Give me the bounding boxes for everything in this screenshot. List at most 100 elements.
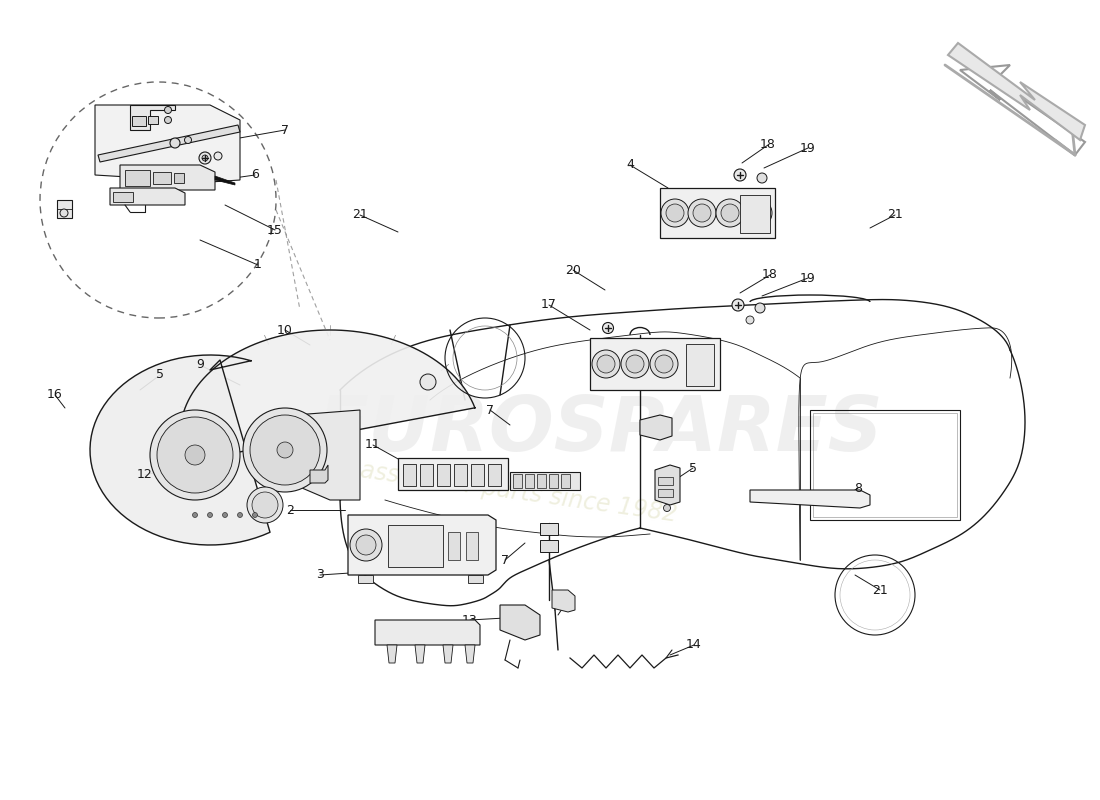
Circle shape bbox=[150, 410, 240, 500]
Circle shape bbox=[757, 173, 767, 183]
Text: 5: 5 bbox=[689, 462, 697, 474]
Circle shape bbox=[250, 415, 320, 485]
Text: 19: 19 bbox=[800, 271, 816, 285]
Polygon shape bbox=[98, 125, 240, 162]
Circle shape bbox=[693, 204, 711, 222]
Polygon shape bbox=[110, 188, 185, 205]
Bar bbox=[153, 172, 170, 184]
Bar bbox=[740, 195, 770, 233]
Bar bbox=[488, 464, 501, 486]
Circle shape bbox=[243, 408, 327, 492]
Polygon shape bbox=[180, 330, 475, 462]
Circle shape bbox=[716, 199, 744, 227]
Text: 5: 5 bbox=[564, 594, 572, 606]
Circle shape bbox=[60, 209, 68, 217]
Polygon shape bbox=[57, 200, 72, 218]
Text: 21: 21 bbox=[872, 583, 888, 597]
Bar bbox=[540, 523, 558, 535]
Bar bbox=[510, 472, 580, 490]
Circle shape bbox=[755, 303, 764, 313]
Text: 18: 18 bbox=[762, 269, 778, 282]
Polygon shape bbox=[90, 355, 270, 545]
Polygon shape bbox=[640, 415, 672, 440]
Circle shape bbox=[666, 204, 684, 222]
Text: 4: 4 bbox=[626, 158, 634, 171]
Bar bbox=[513, 474, 522, 488]
Bar bbox=[658, 489, 673, 497]
Circle shape bbox=[661, 199, 689, 227]
Circle shape bbox=[214, 152, 222, 160]
Text: 21: 21 bbox=[352, 209, 367, 222]
Circle shape bbox=[208, 513, 212, 518]
Circle shape bbox=[749, 204, 767, 222]
Bar bbox=[420, 464, 433, 486]
Bar bbox=[403, 464, 416, 486]
Text: 2: 2 bbox=[286, 503, 294, 517]
Circle shape bbox=[621, 350, 649, 378]
Polygon shape bbox=[214, 176, 235, 185]
Circle shape bbox=[603, 322, 614, 334]
Polygon shape bbox=[95, 105, 240, 182]
Circle shape bbox=[350, 529, 382, 561]
Circle shape bbox=[420, 374, 436, 390]
Polygon shape bbox=[468, 575, 483, 583]
Circle shape bbox=[626, 355, 644, 373]
Text: 17: 17 bbox=[541, 298, 557, 311]
Bar bbox=[471, 464, 484, 486]
Bar bbox=[549, 474, 558, 488]
Text: 7: 7 bbox=[280, 123, 289, 137]
Circle shape bbox=[720, 204, 739, 222]
Circle shape bbox=[654, 355, 673, 373]
Bar bbox=[113, 192, 133, 202]
Bar bbox=[132, 116, 146, 126]
Circle shape bbox=[734, 169, 746, 181]
Circle shape bbox=[165, 117, 172, 123]
Text: 15: 15 bbox=[271, 443, 286, 457]
Text: 15: 15 bbox=[267, 223, 283, 237]
Bar bbox=[174, 173, 184, 183]
Bar bbox=[561, 474, 570, 488]
Text: 20: 20 bbox=[565, 263, 581, 277]
Text: 7: 7 bbox=[500, 554, 509, 566]
Bar bbox=[148, 116, 158, 124]
Text: 3: 3 bbox=[316, 569, 323, 582]
Bar bbox=[686, 344, 714, 386]
Text: 19: 19 bbox=[800, 142, 816, 154]
Circle shape bbox=[663, 505, 671, 511]
Polygon shape bbox=[348, 515, 496, 575]
Text: 5: 5 bbox=[156, 369, 164, 382]
Polygon shape bbox=[358, 575, 373, 583]
Circle shape bbox=[222, 513, 228, 518]
Circle shape bbox=[253, 513, 257, 518]
Polygon shape bbox=[130, 105, 175, 130]
Circle shape bbox=[356, 535, 376, 555]
Text: 13: 13 bbox=[462, 614, 477, 626]
Circle shape bbox=[238, 513, 242, 518]
Circle shape bbox=[199, 152, 211, 164]
Polygon shape bbox=[120, 165, 214, 190]
Text: 11: 11 bbox=[365, 438, 381, 451]
Text: 10: 10 bbox=[277, 323, 293, 337]
Text: 14: 14 bbox=[686, 638, 702, 651]
Polygon shape bbox=[552, 590, 575, 612]
Bar bbox=[537, 474, 546, 488]
Bar bbox=[466, 532, 478, 560]
Circle shape bbox=[157, 417, 233, 493]
Polygon shape bbox=[295, 410, 360, 500]
Polygon shape bbox=[387, 645, 397, 663]
Text: 11: 11 bbox=[477, 458, 493, 471]
Circle shape bbox=[592, 350, 620, 378]
Text: 12: 12 bbox=[138, 469, 153, 482]
Bar bbox=[525, 474, 533, 488]
Polygon shape bbox=[310, 465, 328, 483]
Circle shape bbox=[202, 155, 208, 161]
Bar bbox=[454, 464, 467, 486]
Bar bbox=[658, 477, 673, 485]
Circle shape bbox=[185, 445, 205, 465]
Circle shape bbox=[732, 299, 744, 311]
Circle shape bbox=[192, 513, 198, 518]
Circle shape bbox=[688, 199, 716, 227]
Polygon shape bbox=[750, 490, 870, 508]
Bar bbox=[590, 338, 720, 390]
Bar bbox=[398, 458, 508, 490]
